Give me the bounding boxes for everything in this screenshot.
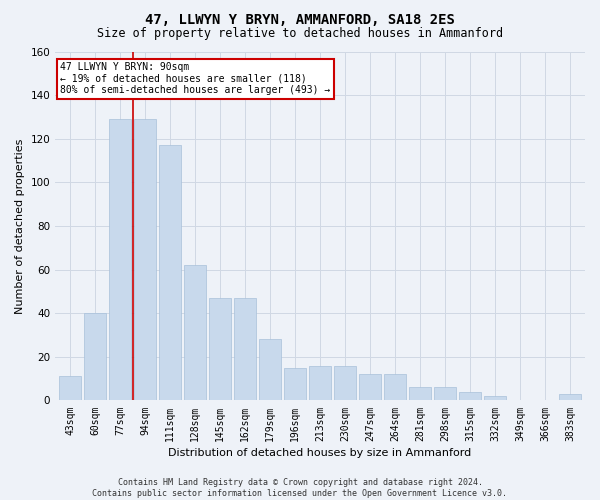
- Bar: [309, 366, 331, 400]
- Bar: [559, 394, 581, 400]
- Bar: [284, 368, 307, 400]
- Bar: [334, 366, 356, 400]
- Text: 47, LLWYN Y BRYN, AMMANFORD, SA18 2ES: 47, LLWYN Y BRYN, AMMANFORD, SA18 2ES: [145, 12, 455, 26]
- Bar: [484, 396, 506, 400]
- Bar: [209, 298, 232, 400]
- Bar: [109, 119, 131, 400]
- Bar: [234, 298, 256, 400]
- Y-axis label: Number of detached properties: Number of detached properties: [15, 138, 25, 314]
- Text: 47 LLWYN Y BRYN: 90sqm
← 19% of detached houses are smaller (118)
80% of semi-de: 47 LLWYN Y BRYN: 90sqm ← 19% of detached…: [61, 62, 331, 95]
- Bar: [384, 374, 406, 400]
- Bar: [359, 374, 382, 400]
- Text: Contains HM Land Registry data © Crown copyright and database right 2024.
Contai: Contains HM Land Registry data © Crown c…: [92, 478, 508, 498]
- Bar: [59, 376, 82, 400]
- Bar: [434, 388, 456, 400]
- Text: Size of property relative to detached houses in Ammanford: Size of property relative to detached ho…: [97, 28, 503, 40]
- Bar: [84, 313, 106, 400]
- X-axis label: Distribution of detached houses by size in Ammanford: Distribution of detached houses by size …: [169, 448, 472, 458]
- Bar: [259, 340, 281, 400]
- Bar: [459, 392, 481, 400]
- Bar: [184, 265, 206, 400]
- Bar: [159, 146, 181, 400]
- Bar: [409, 388, 431, 400]
- Bar: [134, 119, 157, 400]
